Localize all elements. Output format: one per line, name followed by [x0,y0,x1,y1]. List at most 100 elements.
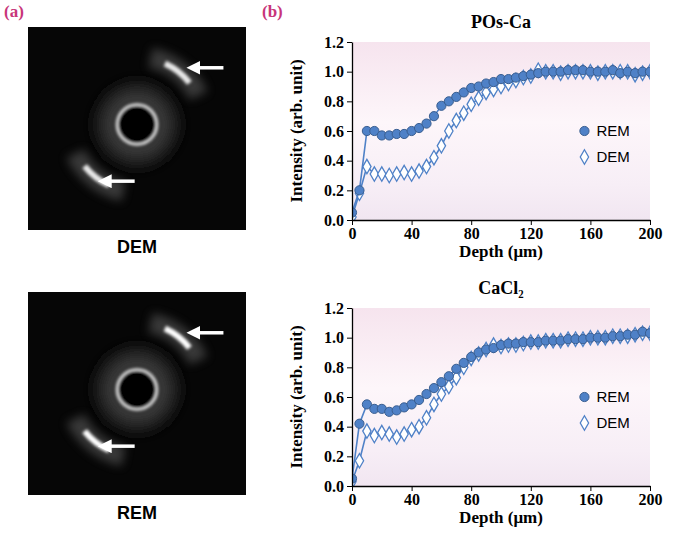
data-point [645,67,650,76]
data-point [393,430,401,444]
y-tick-mark [347,427,352,428]
series-line [352,70,650,212]
data-point [355,454,363,468]
point-group [646,326,650,340]
x-tick: 160 [579,486,603,508]
point-group [355,186,364,195]
point-group [422,411,430,425]
x-tick-label: 40 [404,225,420,242]
point-group [645,67,650,76]
data-point [378,425,386,439]
point-group [444,372,453,381]
image-ring [117,104,157,144]
point-group [355,454,363,468]
chart-title: CaCl₂ [478,278,523,298]
plot-background [352,42,650,220]
y-tick-mark [347,131,352,132]
chart-panel: 040801201602000.00.20.40.60.81.01.2CaCl₂… [287,278,663,527]
data-point [460,106,468,120]
y-tick-mark [347,161,352,162]
y-tick-label: 0.6 [324,123,344,140]
point-group [460,106,468,120]
data-point [445,124,453,138]
y-tick: 0.4 [324,418,352,435]
image-halo [89,341,185,437]
image-arc [82,164,110,188]
plot-data [352,326,650,486]
point-group [378,425,386,439]
legend: REM DEM [580,122,630,165]
image-arrow [105,444,135,448]
point-group [452,113,460,127]
data-point [646,326,650,340]
legend-marker [580,126,589,135]
y-tick: 0.6 [324,123,352,140]
x-tick-label: 120 [519,491,543,508]
y-tick: 0.2 [324,448,352,465]
y-tick-label: 0.4 [324,152,344,169]
point-group [430,397,438,411]
x-axis-title: Depth (μm) [459,242,543,261]
x-tick: 80 [464,220,480,242]
series-line [352,70,650,217]
legend-entry: REM [580,122,630,139]
legend-marker [580,392,589,401]
data-point [363,159,371,173]
point-group [378,167,386,181]
point-group [429,112,438,121]
data-point [422,159,430,173]
data-point [422,119,431,128]
data-point [378,167,386,181]
y-tick: 0.0 [324,212,352,229]
point-group [363,159,371,173]
image-background [28,292,246,495]
y-tick: 1.0 [324,329,352,346]
x-axis: 04080120160200 [349,486,663,508]
x-tick-label: 40 [404,491,420,508]
image-arc [82,429,110,453]
x-tick-label: 80 [464,491,480,508]
point-group [393,430,401,444]
x-axis: 04080120160200 [349,220,663,242]
x-tick-label: 80 [464,225,480,242]
chart-panel: 040801201602000.00.20.40.60.81.01.2POs-C… [287,12,663,261]
x-tick: 120 [519,486,543,508]
data-point [444,372,453,381]
data-point [385,168,393,182]
image-arrow [105,179,135,183]
image-caption: DEM [117,237,157,257]
point-group [422,119,431,128]
point-group [430,150,438,164]
y-tick-mark [347,72,352,73]
data-point [407,167,415,181]
y-tick: 1.0 [324,63,352,80]
x-tick-label: 0 [349,491,357,508]
x-tick: 160 [579,220,603,242]
x-tick: 0 [349,486,357,508]
y-tick-mark [347,456,352,457]
y-tick: 0.0 [324,478,352,495]
image-arc-glow [67,149,126,201]
y-tick-mark [347,42,352,43]
y-axis-title: Intensity (arb. unit) [287,325,306,468]
point-group [385,427,393,441]
x-tick-label: 200 [639,225,663,242]
plot-data [352,63,650,220]
image-arc [164,61,192,85]
x-axis-line [353,486,651,487]
x-tick: 40 [404,220,420,242]
legend-label: DEM [596,148,629,165]
y-tick-label: 0.0 [324,212,344,229]
point-group [646,64,650,78]
data-point [474,91,482,105]
point-group [474,91,482,105]
image-halo [89,76,185,172]
point-group [393,167,401,181]
y-tick-label: 0.6 [324,389,344,406]
x-tick: 40 [404,486,420,508]
y-tick: 0.4 [324,152,352,169]
y-tick: 0.8 [324,93,352,110]
image-arc-glow [67,414,126,466]
legend-entry: REM [580,388,630,405]
point-group [370,428,378,442]
